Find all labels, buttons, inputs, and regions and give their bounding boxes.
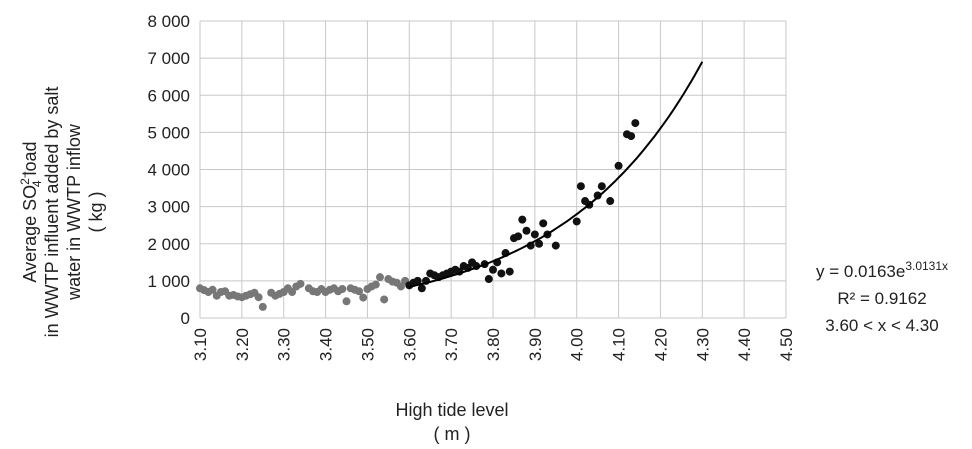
trendline-r-squared: R² = 0.9162 <box>837 289 926 308</box>
x-tick-label: 4.30 <box>693 328 712 361</box>
x-tick-label: 4.40 <box>735 328 754 361</box>
data-point <box>518 215 527 224</box>
data-point <box>505 267 514 276</box>
data-point <box>359 293 368 302</box>
x-tick-label: 4.10 <box>610 328 629 361</box>
x-axis-ticks: 3.10 3.20 3.30 3.40 3.50 3.60 3.70 3.80 3.90 4.00… <box>191 328 796 361</box>
y-tick-label: 5 000 <box>147 123 190 142</box>
x-tick-label: 4.20 <box>651 328 670 361</box>
y-tick-label: 3 000 <box>147 198 190 217</box>
y-tick-label: 6 000 <box>147 86 190 105</box>
x-tick-label: 3.10 <box>191 328 210 361</box>
y-axis-ticks: 0 1 000 2 000 3 000 4 000 5 000 6 000 7 000 8 00… <box>147 12 190 328</box>
x-tick-label: 3.60 <box>400 328 419 361</box>
x-tick-label: 4.00 <box>568 328 587 361</box>
trendline-equation: y = 0.0163e3.0131x <box>816 259 948 281</box>
y-tick-label: 8 000 <box>147 12 190 31</box>
data-point <box>258 302 267 311</box>
data-point <box>497 269 506 278</box>
data-point <box>338 285 347 294</box>
data-point <box>539 219 548 228</box>
data-point <box>606 197 615 206</box>
y-axis-title-line2: in WWTP influent added by salt <box>42 87 62 338</box>
y-axis-title-line3: water in WWTP inflow <box>64 123 84 301</box>
y-tick-label: 1 000 <box>147 272 190 291</box>
data-point <box>572 217 581 226</box>
x-tick-label: 4.50 <box>777 328 796 361</box>
x-axis-title: High tide level <box>395 400 508 420</box>
data-point <box>375 273 384 282</box>
data-point <box>597 182 606 191</box>
data-points <box>196 119 640 311</box>
y-tick-label: 2 000 <box>147 235 190 254</box>
y-axis-title-line4: ( kg ) <box>86 191 106 232</box>
data-point <box>288 288 297 297</box>
data-point <box>355 287 364 296</box>
y-axis-title-line1: Average SO2−4 load <box>18 141 44 282</box>
data-point <box>535 239 544 248</box>
data-point <box>208 285 217 294</box>
data-point <box>371 280 380 289</box>
data-point <box>530 230 539 239</box>
data-point <box>296 279 305 288</box>
data-point <box>489 265 497 274</box>
data-point <box>342 297 351 306</box>
data-point <box>627 132 636 141</box>
data-point <box>417 284 426 293</box>
x-tick-label: 3.40 <box>317 328 336 361</box>
data-point <box>254 293 263 302</box>
x-axis-unit: ( m ) <box>434 424 471 444</box>
y-tick-label: 4 000 <box>147 161 190 180</box>
data-point <box>593 191 602 200</box>
y-axis-title: Average SO2−4 load in WWTP influent adde… <box>18 87 106 338</box>
x-tick-label: 3.20 <box>233 328 252 361</box>
data-point <box>514 232 523 241</box>
data-point <box>576 182 585 191</box>
data-point <box>614 161 623 170</box>
x-tick-label: 3.80 <box>484 328 503 361</box>
x-tick-label: 3.50 <box>358 328 377 361</box>
x-tick-label: 3.70 <box>442 328 461 361</box>
data-point <box>484 275 493 284</box>
data-point <box>631 119 640 128</box>
x-tick-label: 3.30 <box>275 328 294 361</box>
trendline <box>409 61 704 288</box>
data-point <box>396 282 405 291</box>
data-point <box>522 226 531 235</box>
trendline-range: 3.60 < x < 4.30 <box>825 316 938 335</box>
y-tick-label: 0 <box>181 309 190 328</box>
y-tick-label: 7 000 <box>147 49 190 68</box>
data-point <box>413 276 422 285</box>
data-point <box>380 295 389 304</box>
x-tick-label: 3.90 <box>526 328 545 361</box>
grid <box>199 20 787 319</box>
data-point <box>551 241 560 250</box>
